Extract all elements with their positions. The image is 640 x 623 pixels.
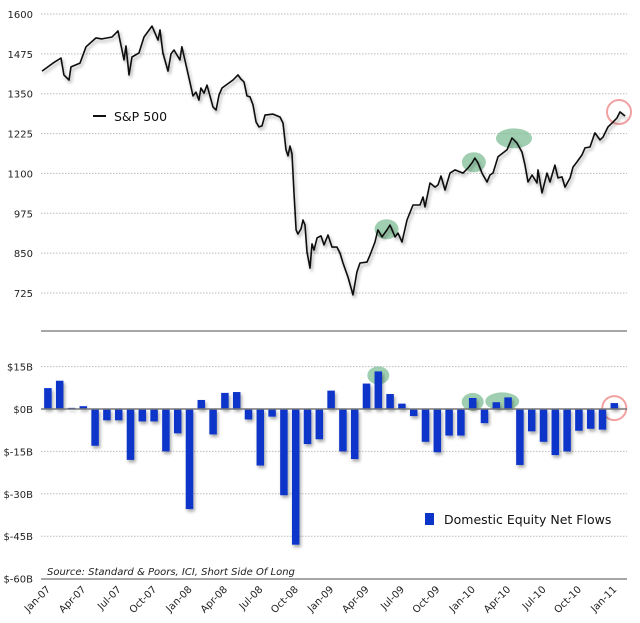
source-note: Source: Standard & Poors, ICI, Short Sid… [47,567,295,578]
flow-bar-mar-09 [350,409,359,460]
flows-legend-label: Domestic Equity Net Flows [444,512,611,527]
bottom-y-tick-label: $0B [13,405,33,416]
flow-bar-oct-07 [150,409,158,422]
x-tick-label: Jul-08 [237,584,266,613]
x-tick-label: Jan-10 [447,584,478,615]
bottom-y-tick-label: $-45B [3,532,33,543]
flow-bar-apr-07 [79,406,88,409]
x-tick-label: Jul-09 [378,584,407,613]
bottom-y-tick-label: $15B [7,363,33,374]
x-tick-label: Jan-09 [305,584,336,615]
flow-bar-may-10 [516,409,524,465]
top-chart-highlights [374,99,633,240]
flow-bar-jul-08 [256,409,265,466]
bottom-y-tick-label: $-15B [3,447,33,458]
x-tick-label: Jan-07 [22,584,53,615]
flow-bar-jun-08 [244,409,253,420]
flow-bar-oct-10 [575,409,583,431]
flow-bar-jan-11 [610,403,619,409]
green-highlight-ellipse [461,152,486,173]
flow-bar-jun-07 [103,409,111,421]
flow-bar-feb-10 [480,409,489,424]
top-y-tick-label: 1600 [8,10,33,21]
flow-bar-jan-08 [185,409,194,510]
top-chart-gridlines: 1600 1475 1350 1225 1100 975 850 725 [8,10,627,300]
flow-bar-aug-10 [551,409,560,456]
red-highlight-circle [601,395,628,422]
flow-bar-oct-09 [433,409,442,453]
sp500-line [41,25,626,296]
flow-bar-jan-07 [44,388,52,409]
flow-bar-jan-09 [327,390,335,409]
flow-bar-oct-08 [291,409,300,545]
x-tick-label: Apr-09 [341,584,372,615]
top-y-tick-label: 1225 [8,130,33,141]
flow-bar-mar-10 [492,402,501,409]
flow-bar-dec-07 [173,409,182,434]
x-tick-label: Jul-07 [95,584,124,613]
bottom-y-tick-label: $-60B [3,575,33,586]
flow-bar-feb-07 [55,380,64,409]
flow-bar-sep-08 [280,409,288,496]
flow-bar-dec-09 [457,409,465,436]
flow-bars [44,371,619,545]
x-tick-label: Oct-07 [128,584,160,616]
x-tick-label: Jul-10 [520,584,549,613]
flow-bar-sep-07 [138,409,147,422]
flow-bar-nov-09 [445,409,453,436]
flow-bar-jul-10 [539,409,548,442]
bottom-legend: Domestic Equity Net Flows [425,512,611,527]
flow-bar-dec-08 [315,409,324,440]
x-tick-label: Oct-08 [269,584,301,616]
flow-bar-jun-09 [386,394,394,409]
red-highlight-circle [606,99,633,126]
x-tick-label: Apr-10 [482,584,513,615]
green-highlight-ellipse [485,392,520,411]
x-tick-label: Oct-10 [552,584,584,616]
flow-bar-may-07 [91,409,99,446]
flow-bar-nov-07 [162,409,170,452]
flow-bar-jul-07 [114,409,123,421]
x-tick-label: Jan-11 [588,584,619,615]
flow-bar-aug-07 [126,409,135,460]
flow-bar-sep-10 [563,409,571,452]
flow-bar-jan-10 [468,397,477,409]
flow-bar-may-08 [232,392,241,409]
flow-bar-dec-10 [598,409,607,430]
flow-bar-sep-09 [421,409,430,442]
flows-legend-swatch [425,513,434,525]
flow-bar-may-09 [374,371,383,409]
flow-bar-aug-09 [409,409,418,417]
flow-bar-nov-10 [586,409,595,429]
bottom-chart-gridlines: $15B $0B $-15B $-30B $-45B $-60B [3,363,627,586]
flow-bar-jun-10 [527,409,536,432]
green-highlight-ellipse [496,128,532,149]
flow-bar-nov-08 [303,409,312,445]
flow-bar-apr-10 [504,397,512,409]
flow-bar-aug-08 [268,409,276,417]
flow-bar-apr-08 [221,392,229,409]
x-tick-label: Apr-08 [199,584,230,615]
x-tick-label: Oct-09 [411,584,443,616]
top-y-tick-label: 1350 [8,90,33,101]
flow-bar-mar-08 [209,409,217,435]
flow-bar-feb-09 [339,409,347,452]
bottom-y-tick-label: $-30B [3,490,33,501]
x-axis-labels: Jan-07 Apr-07 Jul-07 Oct-07 Jan-08 Apr-08 Jul-… [22,584,619,616]
sp500-legend-label: S&P 500 [114,109,167,124]
flow-bar-feb-08 [197,399,206,409]
flow-bar-jul-09 [398,403,406,409]
x-tick-label: Apr-07 [57,584,88,615]
top-legend: S&P 500 [93,109,167,124]
top-y-tick-label: 1475 [8,50,33,61]
flow-bar-apr-09 [362,383,371,409]
top-y-tick-label: 975 [14,209,33,220]
top-y-tick-label: 850 [14,249,33,260]
top-y-tick-label: 1100 [8,169,33,180]
x-tick-label: Jan-08 [164,584,195,615]
top-y-tick-label: 725 [14,289,33,300]
